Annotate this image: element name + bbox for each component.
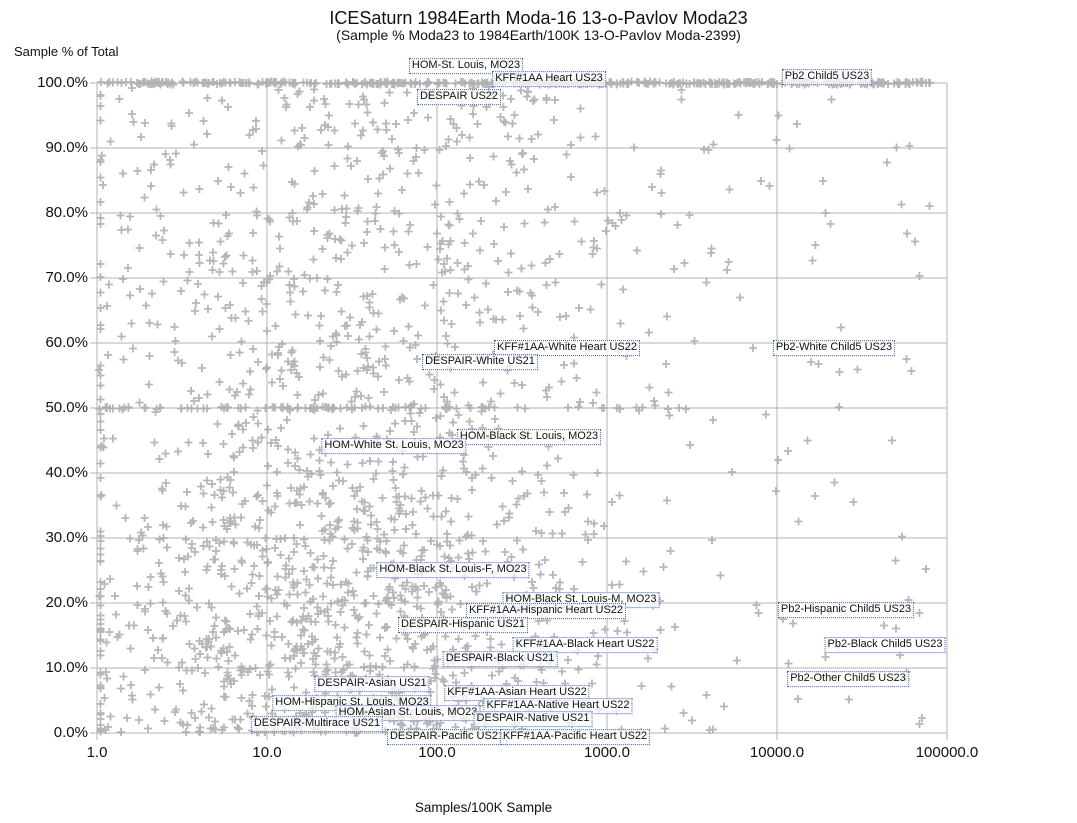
x-tick-label: 100000.0 [915,744,979,761]
annotation-label: KFF#1AA-Asian Heart US22 [444,685,590,701]
x-axis-title: Samples/100K Sample [414,800,553,815]
scatter-marker-path [95,77,934,737]
y-tick-label: 60.0% [45,334,88,352]
annotation-label: Pb2 Child5 US23 [781,69,873,85]
y-tick-label: 20.0% [45,594,88,612]
x-tick-label: 100.0 [418,744,456,761]
annotation-label: DESPAIR-Native US21 [473,711,593,727]
annotation-label: HOM-Black St. Louis, MO23 [456,429,602,445]
y-tick-label: 10.0% [45,659,88,677]
annotation-label: Pb2-Other Child5 US23 [787,671,909,687]
y-axis-title: Sample % of Total [14,44,119,59]
x-tick-label: 1000.0 [584,744,630,761]
annotation-label: KFF#1AA-Black Heart US22 [512,637,658,653]
y-tick-label: 30.0% [45,529,88,547]
annotation-label: KFF#1AA-Hispanic Heart US22 [465,603,627,619]
chart-title: ICESaturn 1984Earth Moda-16 13-o-Pavlov … [329,8,748,28]
y-tick-label: 80.0% [45,204,88,222]
annotation-label: KFF#1AA-Pacific Heart US22 [499,729,651,745]
annotation-label: DESPAIR-Hispanic US21 [398,617,528,633]
annotation-label: HOM-St. Louis, MO23 [408,58,524,74]
y-tick-label: 70.0% [45,269,88,287]
x-tick-label: 10000.0 [749,744,805,761]
x-tick-label: 1.0 [86,744,108,761]
y-tick-label: 50.0% [45,399,88,417]
annotation-label: Pb2-Black Child5 US23 [824,637,946,653]
annotation-label: HOM-Asian St. Louis, MO23 [335,705,481,721]
annotation-label: Pb2-Hispanic Child5 US23 [777,602,915,618]
x-tick-label: 10.0 [252,744,282,761]
annotation-label: KFF#1AA-White Heart US22 [494,340,640,356]
chart-subtitle: (Sample % Moda23 to 1984Earth/100K 13-O-… [336,27,741,43]
annotation-label: DESPAIR-White US21 [422,354,538,370]
scatter-points [95,77,934,737]
annotation-label: DESPAIR-Asian US21 [314,676,430,692]
y-tick-label: 40.0% [45,464,88,482]
annotation-label: DESPAIR US22 [416,89,502,105]
annotation-label: DESPAIR-Multirace US21 [250,716,384,732]
y-tick-label: 0.0% [53,724,88,742]
annotation-label: DESPAIR-Pacific US21 [386,729,508,745]
annotation-label: HOM-White St. Louis, MO23 [321,438,467,454]
annotation-label: DESPAIR-Black US21 [442,651,558,667]
annotation-label: KFF#1AA Heart US23 [492,71,606,87]
annotation-label: HOM-Black St. Louis-F, MO23 [376,562,530,578]
annotation-label: Pb2-White Child5 US23 [772,340,896,356]
y-tick-label: 100.0% [37,74,88,92]
y-tick-label: 90.0% [45,139,88,157]
